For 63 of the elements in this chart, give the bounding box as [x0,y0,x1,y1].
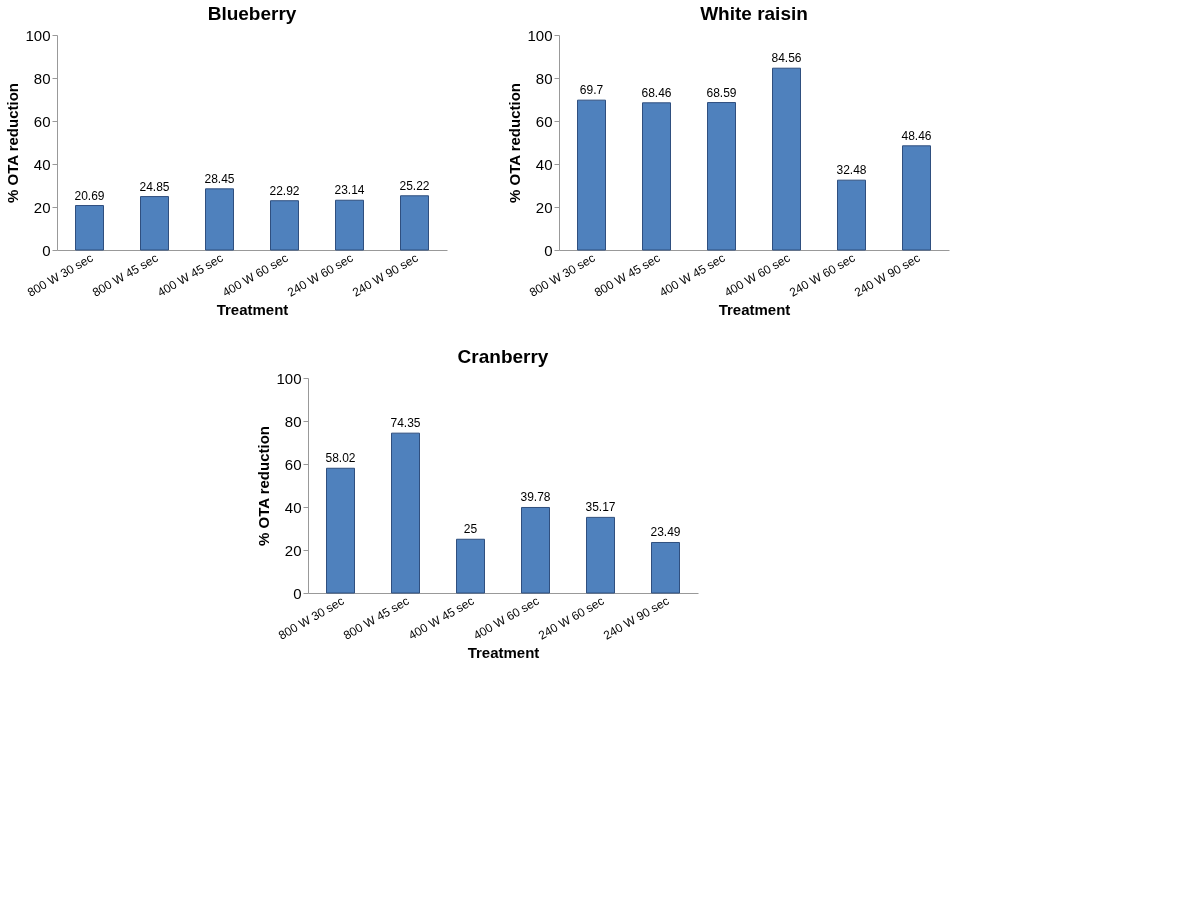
data-label: 23.49 [650,525,681,540]
bar [400,195,429,251]
x-axis-title: Treatment [216,300,289,318]
y-tick-label: 40 [284,498,302,516]
y-tick-label: 80 [33,69,51,87]
x-axis-title: Treatment [467,643,540,661]
y-tick-label: 20 [284,541,302,559]
data-label: 20.69 [74,188,105,203]
data-label: 68.59 [706,85,737,100]
y-tick-label: 60 [284,455,302,473]
y-tick-label: 0 [544,241,553,259]
chart-title: White raisin [700,3,808,24]
data-label: 39.78 [520,490,551,505]
bar [642,102,671,251]
data-label: 23.14 [334,183,365,198]
bar [391,432,420,594]
y-tick-label: 0 [293,584,302,602]
data-label: 48.46 [901,128,932,143]
data-label: 69.7 [579,83,604,98]
bar [577,99,606,251]
data-label: 58.02 [325,451,356,466]
bar [772,67,801,251]
bar [521,506,550,594]
y-tick-label: 80 [535,69,553,87]
data-label: 32.48 [836,163,867,178]
data-label: 68.46 [641,85,672,100]
y-tick-label: 40 [535,155,553,173]
data-label: 35.17 [585,500,616,515]
bar [586,516,615,594]
data-label: 28.45 [204,171,235,186]
bar [335,199,364,251]
y-tick-label: 80 [284,412,302,430]
y-tick-label: 0 [42,241,51,259]
data-label: 25 [463,522,478,537]
y-tick-label: 20 [535,198,553,216]
bar [140,196,169,251]
bar [707,102,736,251]
data-label: 22.92 [269,183,300,198]
bar [326,467,355,594]
y-tick-label: 20 [33,198,51,216]
bar [75,205,104,251]
y-tick-label: 40 [33,155,51,173]
data-label: 24.85 [139,179,170,194]
y-tick-label: 100 [25,26,51,44]
data-label: 74.35 [390,416,421,431]
bar [651,542,680,594]
y-tick-label: 60 [535,112,553,130]
y-tick-label: 100 [527,26,553,44]
bar [837,179,866,251]
bar [902,145,931,251]
y-axis-title: % OTA reduction [506,83,524,203]
bar [456,538,485,594]
data-label: 84.56 [771,51,802,66]
chart-title: Cranberry [457,346,549,367]
chart-title: Blueberry [207,3,297,24]
data-label: 25.22 [399,178,430,193]
y-axis-title: % OTA reduction [255,426,273,546]
bar [205,188,234,251]
y-tick-label: 60 [33,112,51,130]
y-axis-title: % OTA reduction [4,83,22,203]
bar [270,200,299,251]
x-axis-title: Treatment [718,300,791,318]
y-tick-label: 100 [276,369,302,387]
